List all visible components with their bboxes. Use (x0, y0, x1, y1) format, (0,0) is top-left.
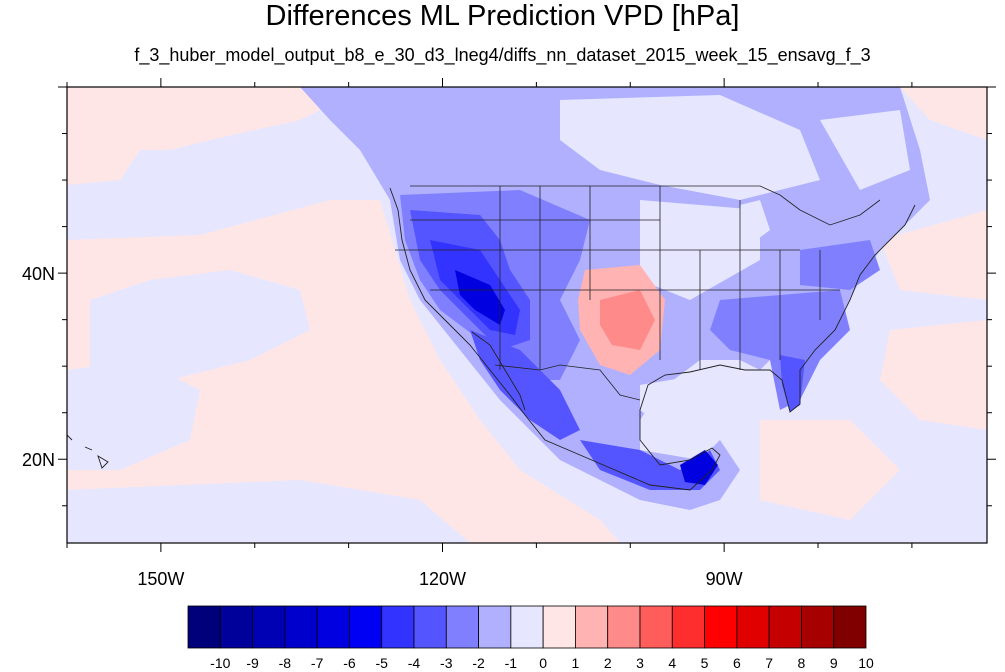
colorbar-label: -4 (408, 655, 421, 671)
colorbar-swatch (316, 605, 350, 649)
colorbar: -10 -9 -8 -7 -6 -5 -4 -3 -2 -1 0 1 2 3 4 5 6 7 8 9 10 (187, 605, 874, 671)
baja-coast (471, 331, 526, 411)
state-borders (395, 186, 840, 370)
colorbar-label: -7 (311, 655, 324, 671)
map-subtitle: f_3_huber_model_output_b8_e_30_d3_lneg4/… (134, 45, 871, 65)
pacific-south-blue (67, 480, 470, 543)
yucatan-dark-blue (680, 450, 718, 485)
colorbar-label: -6 (343, 655, 356, 671)
coastline (389, 187, 916, 491)
colorbar-swatch (704, 605, 738, 649)
colorbar-label: 10 (858, 655, 874, 671)
y-tick-label: 40N (22, 264, 55, 284)
colorbar-swatch (801, 605, 835, 649)
colorbar-label: 4 (668, 655, 676, 671)
colorbar-swatch (607, 605, 641, 649)
us-canada-border (410, 185, 881, 226)
colorbar-swatch (381, 605, 415, 649)
colorbar-swatch (187, 605, 221, 649)
colorbar-swatch (833, 605, 867, 649)
colorbar-label: -8 (279, 655, 292, 671)
colorbar-swatch (413, 605, 447, 649)
colorbar-label: 2 (604, 655, 612, 671)
latitude-ticks: 20N 40N (22, 86, 996, 507)
colorbar-label: -10 (210, 655, 230, 671)
colorbar-swatch (252, 605, 286, 649)
colorbar-swatch (575, 605, 609, 649)
colorbar-label: 5 (701, 655, 709, 671)
map-title: Differences ML Prediction VPD [hPa] (265, 0, 740, 32)
colorbar-label: -3 (440, 655, 453, 671)
quebec-light-patch (820, 110, 910, 190)
colorbar-swatch (736, 605, 770, 649)
colorbar-swatch (768, 605, 802, 649)
colorbar-swatch (671, 605, 705, 649)
longitude-ticks: 150W 120W 90W (66, 78, 913, 589)
map-frame (66, 86, 988, 544)
x-tick-label: 120W (419, 569, 466, 589)
canada-light-patch (560, 95, 820, 200)
southwest-darkest-blue (455, 270, 505, 325)
map-plot-area (67, 87, 987, 543)
colorbar-swatch (219, 605, 253, 649)
colorbar-swatch (284, 605, 318, 649)
colorbar-swatch (639, 605, 673, 649)
colorbar-label: -9 (246, 655, 259, 671)
x-tick-label: 90W (706, 569, 743, 589)
colorbar-label: -2 (472, 655, 485, 671)
colorbar-swatch (542, 605, 576, 649)
atlantic-north-pink (900, 87, 987, 140)
colorbar-swatch (445, 605, 479, 649)
colorbar-swatch (478, 605, 512, 649)
hawaii-islands (67, 434, 109, 469)
us-mexico-border (494, 364, 641, 401)
colorbar-swatch (510, 605, 544, 649)
colorbar-label: 9 (830, 655, 838, 671)
atlantic-south-pink (880, 320, 987, 430)
colorbar-swatch (349, 605, 383, 649)
atlantic-mid-pink (880, 210, 987, 300)
caribbean-pink (760, 420, 900, 520)
colorbar-label: 8 (798, 655, 806, 671)
pacific-north-pink (67, 87, 340, 185)
pacific-blue-band (90, 270, 310, 380)
gulf-of-mexico (640, 375, 770, 430)
colorbar-label: -1 (505, 655, 518, 671)
colorbar-label: 6 (733, 655, 741, 671)
colorbar-label: -5 (375, 655, 388, 671)
y-tick-label: 20N (22, 450, 55, 470)
great-lakes (740, 200, 770, 245)
colorbar-label: 3 (636, 655, 644, 671)
colorbar-label: 0 (539, 655, 547, 671)
x-tick-label: 150W (137, 569, 184, 589)
colorbar-label: 1 (572, 655, 580, 671)
texas-red (600, 290, 655, 350)
colorbar-label: 7 (765, 655, 773, 671)
pacific-blue-patch (67, 360, 200, 470)
